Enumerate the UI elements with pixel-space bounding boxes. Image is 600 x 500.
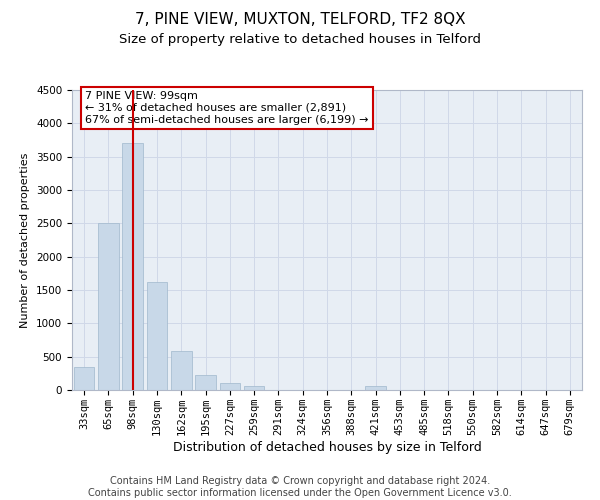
Bar (122, 144, 143, 390)
Bar (195, 374, 216, 390)
Bar (365, 386, 386, 390)
Bar (74, 366, 94, 390)
Text: 7 PINE VIEW: 99sqm
← 31% of detached houses are smaller (2,891)
67% of semi-deta: 7 PINE VIEW: 99sqm ← 31% of detached hou… (85, 92, 369, 124)
Bar (98, 224, 119, 390)
Bar (220, 384, 240, 390)
Text: 7, PINE VIEW, MUXTON, TELFORD, TF2 8QX: 7, PINE VIEW, MUXTON, TELFORD, TF2 8QX (134, 12, 466, 28)
Bar (146, 282, 167, 390)
Bar (171, 352, 191, 390)
Text: Size of property relative to detached houses in Telford: Size of property relative to detached ho… (119, 32, 481, 46)
Y-axis label: Number of detached properties: Number of detached properties (20, 152, 31, 328)
Bar (244, 386, 265, 390)
Text: Contains HM Land Registry data © Crown copyright and database right 2024.
Contai: Contains HM Land Registry data © Crown c… (88, 476, 512, 498)
X-axis label: Distribution of detached houses by size in Telford: Distribution of detached houses by size … (173, 440, 481, 454)
